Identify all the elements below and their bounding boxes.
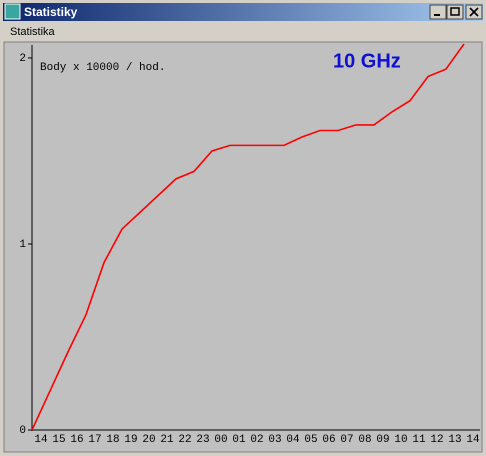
y-tick-label: 1 [19,239,26,251]
close-button[interactable] [465,4,483,20]
x-tick-label: 13 [448,434,461,446]
x-tick-label: 20 [142,434,155,446]
maximize-button[interactable] [446,4,464,20]
x-tick-label: 01 [232,434,246,446]
x-tick-label: 09 [376,434,389,446]
x-tick-label: 15 [52,434,65,446]
x-tick-label: 12 [430,434,443,446]
y-tick-label: 2 [19,53,26,65]
x-tick-label: 23 [196,434,209,446]
x-tick-label: 02 [250,434,263,446]
x-tick-label: 19 [124,434,137,446]
minimize-button[interactable] [429,4,447,20]
x-tick-label: 18 [106,434,119,446]
x-tick-label: 21 [160,434,174,446]
x-tick-label: 14 [466,434,480,446]
window-title: Statistiky [24,5,78,19]
annotation: 10 GHz [333,50,401,72]
x-tick-label: 22 [178,434,191,446]
x-tick-label: 14 [34,434,48,446]
x-tick-label: 16 [70,434,83,446]
x-tick-label: 06 [322,434,335,446]
title-bar [3,3,483,21]
data-line [31,43,465,431]
x-tick-label: 07 [340,434,353,446]
x-tick-label: 05 [304,434,317,446]
chart-area [3,41,483,453]
annotation: Body x 10000 / hod. [40,62,165,74]
x-tick-label: 08 [358,434,371,446]
menu-item[interactable]: Statistika [10,26,56,38]
x-tick-label: 00 [214,434,227,446]
x-tick-label: 04 [286,434,300,446]
app-icon [4,3,21,20]
y-tick-label: 0 [19,425,26,437]
x-tick-label: 03 [268,434,281,446]
x-tick-label: 10 [394,434,407,446]
x-tick-label: 11 [412,434,426,446]
x-tick-label: 17 [88,434,101,446]
